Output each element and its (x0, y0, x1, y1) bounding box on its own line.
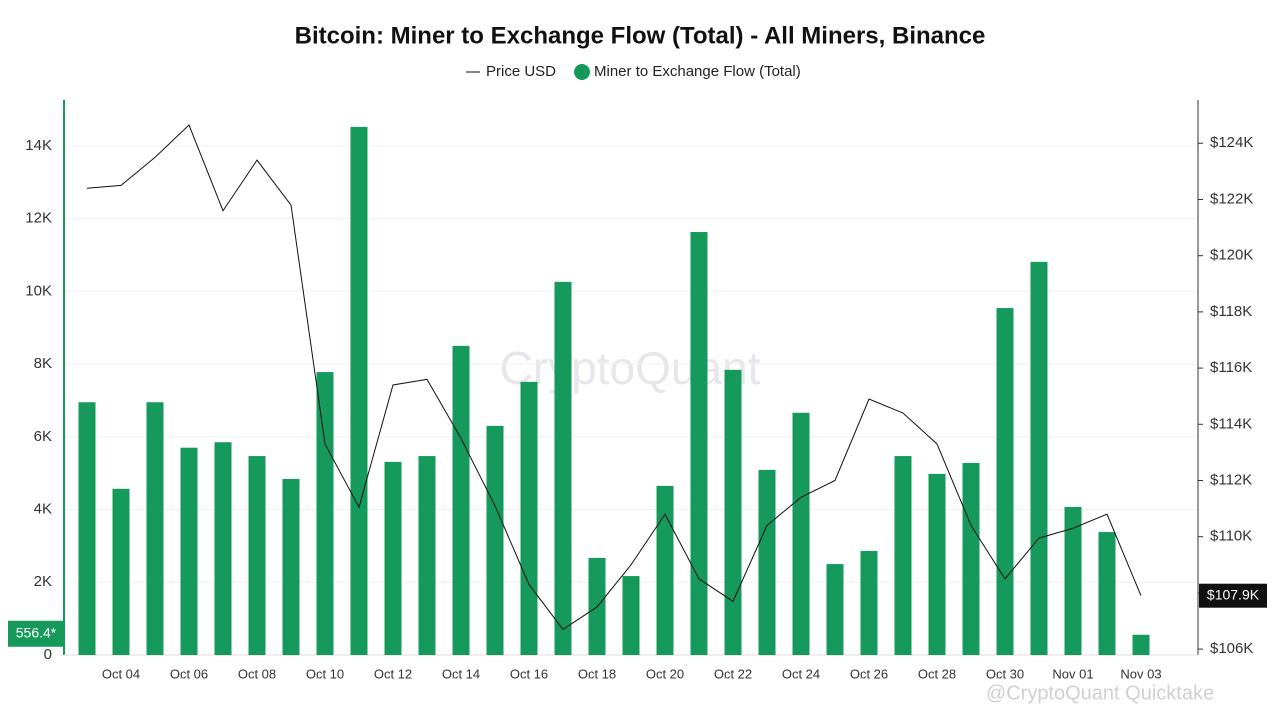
bar (1064, 506, 1082, 655)
bar (520, 381, 538, 655)
y-tick-label: 8K (34, 355, 52, 372)
bar (112, 488, 130, 655)
bar (1030, 261, 1048, 655)
x-tick-label: Oct 22 (714, 666, 752, 681)
bar (418, 456, 436, 655)
y2-tick-label: $112K (1210, 471, 1252, 488)
bar (860, 550, 878, 655)
footer-watermark: @CryptoQuant Quicktake (986, 682, 1214, 704)
bar (1132, 634, 1150, 655)
x-tick-label: Oct 18 (578, 666, 616, 681)
bar (996, 308, 1014, 655)
x-tick-label: Nov 03 (1120, 666, 1161, 681)
value-label: 556.4* (16, 624, 57, 640)
bar (962, 462, 980, 655)
x-tick-label: Nov 01 (1052, 666, 1093, 681)
bar (214, 442, 232, 655)
y2-tick-label: $122K (1210, 190, 1253, 207)
x-tick-label: Oct 16 (510, 666, 548, 681)
bar (554, 281, 572, 655)
bar (180, 447, 198, 655)
x-tick-label: Oct 20 (646, 666, 684, 681)
x-tick-label: Oct 10 (306, 666, 344, 681)
value-label-box (8, 620, 64, 647)
bar (384, 461, 402, 655)
value-label: $107.9K (1207, 586, 1260, 602)
x-tick-label: Oct 04 (102, 666, 140, 681)
y-tick-label: 2K (34, 573, 52, 590)
x-tick-label: Oct 12 (374, 666, 412, 681)
x-tick-label: Oct 14 (442, 666, 480, 681)
bar (282, 478, 300, 655)
y2-tick-label: $106K (1210, 640, 1253, 657)
x-tick-label: Oct 28 (918, 666, 956, 681)
bar (78, 402, 96, 655)
y2-tick-label: $114K (1210, 415, 1252, 432)
y-tick-label: 10K (25, 282, 52, 299)
y-tick-label: 6K (34, 428, 52, 445)
bar (758, 469, 776, 655)
bar (690, 232, 708, 656)
y2-tick-label: $116K (1210, 359, 1252, 376)
y2-tick-label: $118K (1210, 303, 1252, 320)
bar (826, 564, 844, 655)
y2-tick-label: $124K (1210, 134, 1253, 151)
bar (656, 485, 674, 655)
x-tick-label: Oct 26 (850, 666, 888, 681)
bar (622, 576, 640, 655)
price-line (86, 124, 1142, 631)
chart-title: Bitcoin: Miner to Exchange Flow (Total) … (295, 22, 986, 49)
legend-label: Price USD (486, 63, 556, 80)
bar (486, 425, 504, 655)
value-label-box (1199, 583, 1267, 608)
bar (316, 372, 334, 655)
y-tick-label: 14K (25, 137, 52, 154)
bar (248, 456, 266, 655)
y-tick-label: 4K (34, 500, 52, 517)
y2-tick-label: $110K (1210, 528, 1252, 545)
bar (146, 402, 164, 655)
y2-tick-label: $120K (1210, 247, 1253, 264)
bar (350, 126, 368, 655)
legend-swatch (574, 64, 591, 80)
y-tick-label: 0 (44, 646, 52, 663)
x-tick-label: Oct 24 (782, 666, 820, 681)
x-tick-label: Oct 08 (238, 666, 276, 681)
watermark: CryptoQuant (500, 342, 761, 394)
y-tick-label: 12K (25, 210, 52, 227)
x-tick-label: Oct 06 (170, 666, 208, 681)
bar (452, 345, 470, 655)
legend-label: Miner to Exchange Flow (Total) (594, 63, 801, 80)
bar (1098, 532, 1116, 655)
bar (792, 412, 810, 655)
bar (724, 369, 742, 655)
bar (894, 456, 912, 655)
bar (928, 473, 946, 655)
x-tick-label: Oct 30 (986, 666, 1024, 681)
